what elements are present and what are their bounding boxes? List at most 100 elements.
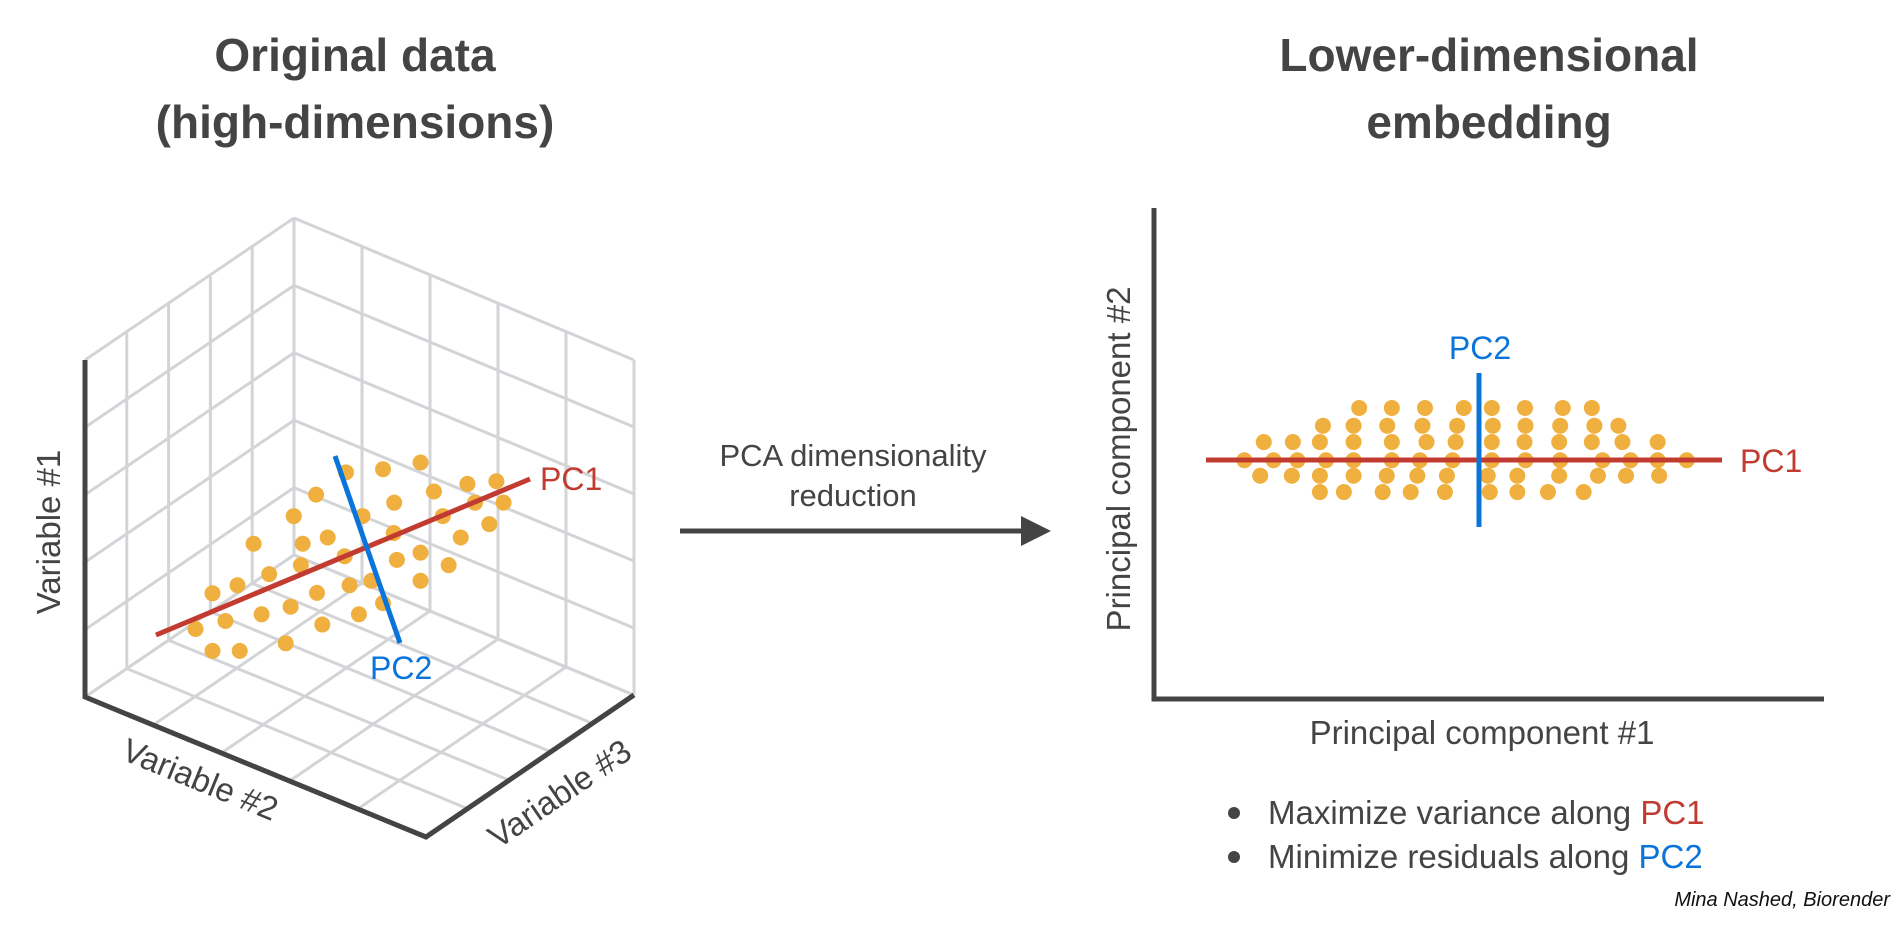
arrow-icon [680, 516, 1051, 546]
data-point [217, 612, 234, 629]
data-point [1351, 399, 1368, 416]
data-point [1311, 434, 1328, 451]
data-point [488, 473, 505, 490]
bullet-item: Minimize residuals along PC2 [1268, 838, 1703, 875]
data-point [1551, 434, 1568, 451]
grid-line [293, 284, 635, 429]
grid-line [288, 637, 499, 783]
grid-line [293, 351, 635, 496]
data-point [341, 577, 358, 594]
cube-axes [82, 360, 636, 840]
data-point [1345, 417, 1362, 434]
pca-caption-line2: reduction [789, 478, 917, 513]
data-point [1284, 434, 1301, 451]
data-point [425, 483, 442, 500]
grid-line [126, 667, 469, 810]
pc2-line-3d [332, 455, 403, 644]
bullet-list: Maximize variance along PC1 Minimize res… [1228, 794, 1705, 875]
data-point [1314, 417, 1331, 434]
data-point [308, 584, 325, 601]
data-point [412, 454, 429, 471]
data-point [1610, 417, 1627, 434]
data-point [1335, 484, 1352, 501]
variable1-label: Variable #1 [30, 450, 67, 615]
pca-caption-line1: PCA dimensionality [719, 438, 987, 473]
data-point [204, 642, 221, 659]
data-point [1589, 467, 1606, 484]
grid-line [293, 216, 635, 362]
data-point [285, 508, 302, 525]
data-point [1436, 484, 1453, 501]
data-point [1311, 467, 1328, 484]
left-title-line2: (high-dimensions) [156, 96, 555, 148]
data-point [481, 516, 498, 533]
data-point [231, 642, 248, 659]
data-point [1414, 417, 1431, 434]
bullet-item: Maximize variance along PC1 [1268, 794, 1705, 831]
grid-line [293, 486, 635, 630]
grid-line [84, 216, 295, 362]
data-point [1345, 434, 1362, 451]
data-point [319, 529, 336, 546]
data-point [452, 529, 469, 546]
embedding-axes [1151, 208, 1824, 702]
pc2-label-3d: PC2 [370, 650, 432, 686]
data-point [1378, 467, 1395, 484]
grid-line [293, 553, 635, 697]
data-point [1539, 484, 1556, 501]
data-point [412, 572, 429, 589]
data-point [1583, 434, 1600, 451]
data-point [1479, 467, 1496, 484]
data-point [1383, 434, 1400, 451]
y-axis-label: Principal component #2 [1100, 287, 1137, 632]
x-axis-label: Principal component #1 [1310, 714, 1655, 751]
data-point [1575, 484, 1592, 501]
grid-line [356, 665, 567, 811]
pc1-line-3d [155, 476, 531, 638]
data-point [1552, 417, 1569, 434]
embedded-points [1236, 399, 1695, 501]
data-point [1311, 484, 1328, 501]
grid-line [209, 610, 552, 754]
pc2-label-2d: PC2 [1449, 330, 1511, 366]
data-point [1345, 467, 1362, 484]
data-point [1449, 417, 1466, 434]
right-title-line1: Lower-dimensional [1279, 29, 1698, 81]
right-title-line2: embedding [1366, 96, 1611, 148]
axis-lines [82, 360, 636, 840]
data-point [1649, 434, 1666, 451]
data-point [375, 461, 392, 478]
data-point [187, 621, 204, 638]
data-point [1651, 467, 1668, 484]
data-point [229, 577, 246, 594]
data-point [1614, 434, 1631, 451]
pc1-label-2d: PC1 [1740, 443, 1802, 479]
data-point [1583, 399, 1600, 416]
data-point [1374, 484, 1391, 501]
data-point [1554, 399, 1571, 416]
data-point [1551, 467, 1568, 484]
data-point [1509, 467, 1526, 484]
variable3-label: Variable #3 [481, 732, 638, 855]
data-point [245, 535, 262, 552]
data-point [459, 475, 476, 492]
bullet-icon [1228, 807, 1240, 819]
left-title-line1: Original data [214, 29, 496, 81]
grid-line [84, 284, 295, 429]
grid-line [84, 418, 295, 564]
grid-line [251, 582, 593, 725]
credit: Mina Nashed, Biorender [1674, 889, 1891, 911]
data-point [253, 606, 270, 623]
data-point [261, 566, 278, 583]
data-point [440, 557, 457, 574]
data-point [1618, 467, 1635, 484]
data-point [1586, 417, 1603, 434]
grid-line [84, 351, 295, 497]
data-point [1481, 484, 1498, 501]
data-point [204, 585, 221, 602]
data-point [1516, 434, 1533, 451]
data-point [314, 616, 331, 633]
data-point [388, 551, 405, 568]
data-point [1252, 467, 1269, 484]
data-point [412, 544, 429, 561]
